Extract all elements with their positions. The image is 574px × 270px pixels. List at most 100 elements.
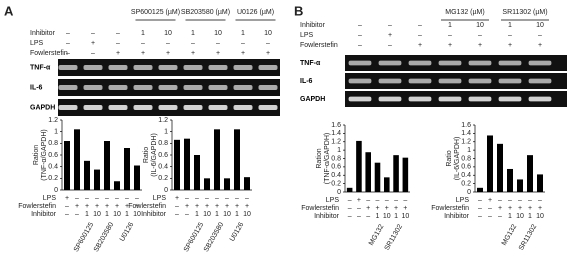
y-tick-label: 0.8: [331, 155, 341, 162]
gel-band: [468, 60, 492, 66]
row-label: Inhibitor: [141, 211, 167, 218]
row-sign: 1: [191, 30, 195, 37]
y-axis-label: Ration: [33, 145, 40, 165]
y-tick-label: 1: [164, 129, 168, 136]
bar: [527, 155, 533, 192]
bar: [393, 155, 399, 192]
row-sign: +: [418, 42, 422, 49]
row-sign: +: [538, 205, 542, 212]
row-sign: +: [538, 42, 542, 49]
bar: [224, 178, 230, 190]
bar: [214, 129, 220, 190]
row-sign: –: [376, 197, 380, 204]
row-sign: –: [116, 30, 120, 37]
row-sign: –: [358, 32, 362, 39]
row-sign: 10: [264, 30, 272, 37]
gel-band: [183, 64, 203, 71]
row-sign: 10: [516, 213, 524, 220]
gel-band: [498, 78, 522, 84]
row-sign: 10: [476, 22, 484, 29]
row-sign: –: [75, 211, 79, 218]
band-label: TNF-α: [300, 60, 321, 67]
bar: [174, 139, 180, 190]
gel-band: [438, 96, 462, 102]
y-axis-label: (TNF-α/GAPDH): [324, 133, 331, 185]
row-sign: –: [418, 22, 422, 29]
row-sign: –: [245, 195, 249, 202]
y-tick-label: 0.8: [158, 140, 168, 147]
group-label: U0126: [119, 221, 135, 242]
gel-band: [83, 64, 103, 71]
bar: [74, 129, 80, 190]
panel-letter: B: [294, 3, 303, 18]
row-sign: –: [85, 195, 89, 202]
row-sign: 1: [528, 213, 532, 220]
row-sign: –: [403, 197, 407, 204]
gel-band: [183, 84, 203, 91]
row-sign: 10: [133, 211, 141, 218]
row-sign: 1: [394, 213, 398, 220]
gel-band: [498, 96, 522, 102]
gel-band: [378, 78, 402, 84]
band-label: IL-6: [30, 84, 43, 91]
row-sign: 1: [215, 211, 219, 218]
row-sign: +: [478, 42, 482, 49]
row-sign: –: [448, 32, 452, 39]
bar: [84, 160, 90, 190]
y-tick-label: 0: [54, 187, 58, 194]
row-sign: 10: [223, 211, 231, 218]
row-sign: +: [366, 205, 370, 212]
gel-band: [528, 96, 552, 102]
y-axis-label: (IL-6/GAPDH): [454, 137, 461, 181]
row-label: Inhibitor: [444, 213, 470, 220]
bar: [477, 187, 483, 192]
row-sign: –: [538, 32, 542, 39]
row-sign: +: [225, 203, 229, 210]
row-sign: –: [366, 197, 370, 204]
group-label: SB203580: [203, 221, 225, 253]
row-label: LPS: [30, 40, 44, 47]
group-label: SP600125: [183, 221, 205, 253]
row-sign: +: [65, 195, 69, 202]
gel-band: [408, 96, 432, 102]
gel-band: [158, 64, 178, 71]
row-sign: –: [478, 213, 482, 220]
row-label: Inhibitor: [314, 213, 340, 220]
gel-band: [108, 64, 128, 71]
row-sign: –: [508, 32, 512, 39]
gel-band: [468, 78, 492, 84]
row-sign: +: [215, 203, 219, 210]
gel-band: [58, 84, 78, 91]
bar: [487, 135, 493, 192]
row-label: Fowlerstefin: [300, 42, 338, 49]
row-sign: +: [235, 203, 239, 210]
row-sign: –: [348, 205, 352, 212]
row-sign: –: [241, 40, 245, 47]
y-tick-label: 0.4: [461, 172, 471, 179]
gel-band: [408, 60, 432, 66]
row-label: LPS: [43, 195, 57, 202]
y-tick-label: 0.4: [48, 164, 58, 171]
row-sign: –: [394, 197, 398, 204]
row-sign: –: [366, 213, 370, 220]
gel-band: [208, 104, 228, 111]
row-sign: +: [191, 50, 195, 57]
y-tick-label: 1.6: [331, 122, 341, 129]
row-sign: +: [115, 203, 119, 210]
y-tick-label: 1: [467, 147, 471, 154]
y-tick-label: 1.4: [461, 130, 471, 137]
row-sign: +: [205, 203, 209, 210]
y-tick-label: 1.2: [331, 139, 341, 146]
row-sign: –: [191, 40, 195, 47]
row-sign: –: [385, 197, 389, 204]
gel-band: [348, 96, 372, 102]
gel-band: [158, 84, 178, 91]
row-sign: –: [508, 197, 512, 204]
gel-band: [133, 64, 153, 71]
y-tick-label: 0.6: [461, 164, 471, 171]
row-label: Fowlerstefin: [431, 205, 469, 212]
row-sign: –: [478, 197, 482, 204]
row-sign: 10: [536, 22, 544, 29]
row-sign: +: [135, 203, 139, 210]
row-sign: –: [135, 195, 139, 202]
